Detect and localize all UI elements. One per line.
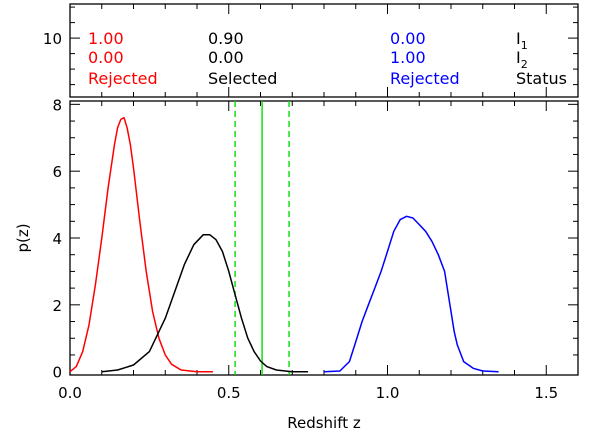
- y-tick-label: 8: [52, 96, 62, 114]
- upper-y-tick-labels: 10: [43, 30, 62, 48]
- annotation-value: 0.90: [208, 29, 244, 48]
- annotation-value: 1.00: [390, 48, 426, 67]
- y-tick-label: 10: [43, 30, 62, 48]
- y-axis-label: p(z): [14, 223, 32, 252]
- annotation-row-label: I2: [516, 48, 528, 71]
- pdf-curve: [69, 116, 213, 373]
- y-tick-label: 0: [52, 364, 62, 382]
- lower-panel: 0.0 0.5 1.0 1.5 0 2 4 6 8: [52, 96, 579, 402]
- y-tick-labels: 0 2 4 6 8: [52, 96, 62, 381]
- upper-panel: 10 1.000.00Rejected0.900.00Selected0.001…: [43, 3, 579, 98]
- x-tick-label: 1.5: [534, 384, 558, 402]
- redshift-markers: [234, 101, 290, 375]
- upper-panel-ticks: [70, 4, 578, 97]
- x-tick-label: 0.0: [58, 384, 82, 402]
- annotation-value: Selected: [208, 69, 277, 88]
- annotation-value: Rejected: [390, 69, 460, 88]
- annotation-value: 0.00: [390, 29, 426, 48]
- pdf-curves: [69, 116, 499, 373]
- annotation-value: 0.00: [208, 48, 244, 67]
- x-tick-labels: 0.0 0.5 1.0 1.5: [58, 384, 558, 402]
- annotation-value: 1.00: [88, 29, 124, 48]
- lower-panel-frame: [69, 100, 579, 376]
- annotation-row-label: Status: [516, 69, 567, 88]
- annotation-value: Rejected: [88, 69, 158, 88]
- y-tick-label: 2: [52, 297, 62, 315]
- y-tick-label: 4: [52, 230, 62, 248]
- annotation-value: 0.00: [88, 48, 124, 67]
- lower-panel-ticks: [70, 101, 578, 375]
- y-tick-label: 6: [52, 163, 62, 181]
- x-tick-label: 0.5: [217, 384, 241, 402]
- pdf-curve: [323, 215, 499, 373]
- pdf-curve: [101, 233, 309, 373]
- x-axis-label: Redshift z: [287, 414, 361, 432]
- x-tick-label: 1.0: [376, 384, 400, 402]
- annotation-table: 1.000.00Rejected0.900.00Selected0.001.00…: [88, 29, 567, 88]
- annotation-row-label: I1: [516, 29, 528, 52]
